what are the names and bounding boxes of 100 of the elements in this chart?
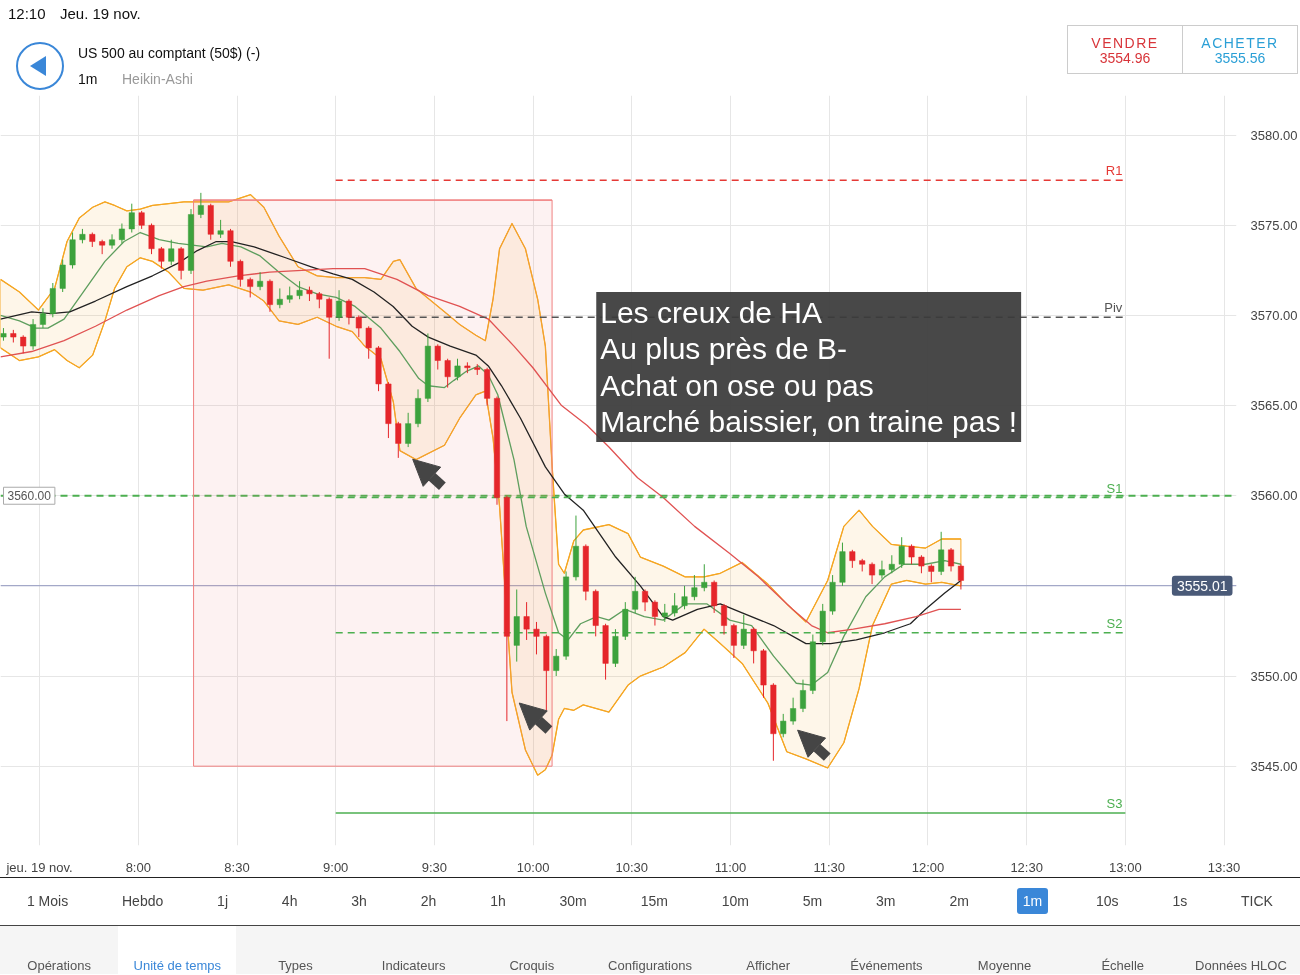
text: Moyenne bbox=[976, 957, 1033, 974]
ref-line-label: 3555.01 bbox=[1176, 577, 1228, 594]
text: 1j bbox=[216, 892, 229, 911]
candlestick bbox=[345, 298, 352, 325]
text: Données HLOC bbox=[1194, 957, 1288, 974]
candlestick bbox=[257, 271, 264, 291]
text: Opérations bbox=[26, 957, 92, 974]
candlestick bbox=[632, 576, 639, 614]
series-label: S3 bbox=[1106, 796, 1123, 812]
candlestick bbox=[336, 289, 343, 322]
text: Types bbox=[277, 957, 314, 974]
text: Indicateurs bbox=[380, 957, 447, 974]
text: Afficher bbox=[745, 957, 792, 974]
text: 1s bbox=[1171, 892, 1189, 911]
candlestick bbox=[405, 412, 412, 448]
candlestick bbox=[878, 560, 885, 580]
x-tick-label: 12:30 bbox=[1010, 859, 1043, 875]
text: TICK bbox=[1240, 892, 1274, 911]
text: 30m bbox=[558, 892, 588, 911]
candlestick bbox=[267, 278, 273, 313]
chart-subtitle: 1m bbox=[78, 70, 98, 89]
candlestick bbox=[168, 239, 175, 266]
chart-title: US 500 au comptant (50$) (-) bbox=[78, 44, 261, 63]
candlestick bbox=[326, 296, 333, 360]
text: 4h bbox=[280, 892, 299, 911]
text: 12:10 bbox=[8, 4, 46, 24]
y-tick-label: 3565.00 bbox=[1250, 398, 1298, 414]
series-label: S2 bbox=[1106, 615, 1123, 631]
candlestick bbox=[109, 233, 115, 250]
candlestick bbox=[888, 554, 895, 574]
candlestick bbox=[178, 246, 185, 280]
x-tick-label: 9:30 bbox=[421, 859, 448, 875]
candlestick bbox=[800, 679, 806, 713]
candlestick bbox=[938, 531, 945, 576]
candlestick bbox=[948, 547, 955, 572]
x-tick-label: 11:30 bbox=[813, 859, 846, 875]
x-tick-label: 10:00 bbox=[516, 859, 550, 875]
text: 2m bbox=[948, 892, 970, 911]
candlestick bbox=[276, 287, 283, 309]
candlestick bbox=[395, 421, 402, 459]
text: 5m bbox=[801, 892, 824, 911]
candlestick bbox=[30, 318, 37, 351]
candlestick bbox=[158, 246, 165, 270]
candlestick bbox=[237, 259, 244, 288]
text: Hebdo bbox=[121, 892, 165, 911]
candlestick bbox=[197, 192, 204, 219]
candlestick bbox=[790, 697, 797, 726]
candlestick bbox=[780, 713, 787, 738]
candlestick bbox=[148, 223, 155, 255]
text: 1 Mois bbox=[25, 892, 70, 911]
text: Heikin-Ashi bbox=[122, 70, 193, 89]
text: 15m bbox=[639, 892, 669, 911]
ref-line-label: 3560.00 bbox=[7, 489, 52, 504]
y-tick-label: 3550.00 bbox=[1250, 668, 1298, 684]
x-tick-label: 11:00 bbox=[714, 859, 747, 875]
candlestick bbox=[908, 543, 915, 565]
x-tick-label: 8:00 bbox=[125, 859, 151, 875]
x-tick-label: 12:00 bbox=[911, 859, 945, 875]
y-tick-label: 3570.00 bbox=[1250, 307, 1298, 323]
text: VENDRE bbox=[1091, 35, 1159, 51]
text: 2h bbox=[419, 892, 438, 911]
candlestick bbox=[849, 549, 856, 569]
candlestick bbox=[721, 603, 727, 636]
candlestick bbox=[20, 334, 27, 354]
text: Jeu. 19 nov. bbox=[60, 4, 141, 24]
text: 3h bbox=[350, 892, 368, 911]
candlestick bbox=[533, 621, 540, 655]
candlestick bbox=[365, 325, 372, 360]
text: Unité de temps bbox=[118, 926, 237, 974]
candlestick bbox=[59, 259, 66, 293]
candlestick bbox=[642, 588, 649, 612]
candlestick bbox=[928, 563, 935, 583]
series-label: R1 bbox=[1105, 163, 1123, 179]
x-tick-label: 10:30 bbox=[615, 859, 649, 875]
x-tick-label: 13:00 bbox=[1109, 859, 1142, 875]
series-label: Piv bbox=[1104, 300, 1123, 316]
candlestick bbox=[118, 223, 125, 244]
x-tick-label: jeu. 19 nov. bbox=[5, 859, 73, 875]
candlestick bbox=[918, 554, 925, 574]
candlestick bbox=[691, 574, 698, 601]
candlestick bbox=[523, 601, 530, 641]
candlestick bbox=[661, 603, 668, 623]
candlestick bbox=[750, 626, 757, 664]
y-tick-label: 3560.00 bbox=[1250, 488, 1298, 504]
text: 10s bbox=[1094, 892, 1120, 911]
candlestick bbox=[671, 592, 678, 618]
candlestick bbox=[711, 579, 718, 614]
series-label: S1 bbox=[1106, 480, 1123, 496]
text: 1h bbox=[489, 892, 507, 911]
candlestick bbox=[957, 563, 964, 590]
text: Échelle bbox=[1100, 957, 1146, 974]
y-tick-label: 3545.00 bbox=[1250, 758, 1298, 774]
candlestick bbox=[898, 536, 905, 569]
candlestick bbox=[553, 648, 560, 677]
text: Croquis bbox=[508, 957, 556, 974]
candlestick bbox=[247, 277, 254, 298]
candlestick bbox=[128, 203, 135, 234]
candlestick bbox=[454, 358, 461, 381]
text: Configurations bbox=[607, 957, 693, 974]
text: 10m bbox=[720, 892, 750, 911]
